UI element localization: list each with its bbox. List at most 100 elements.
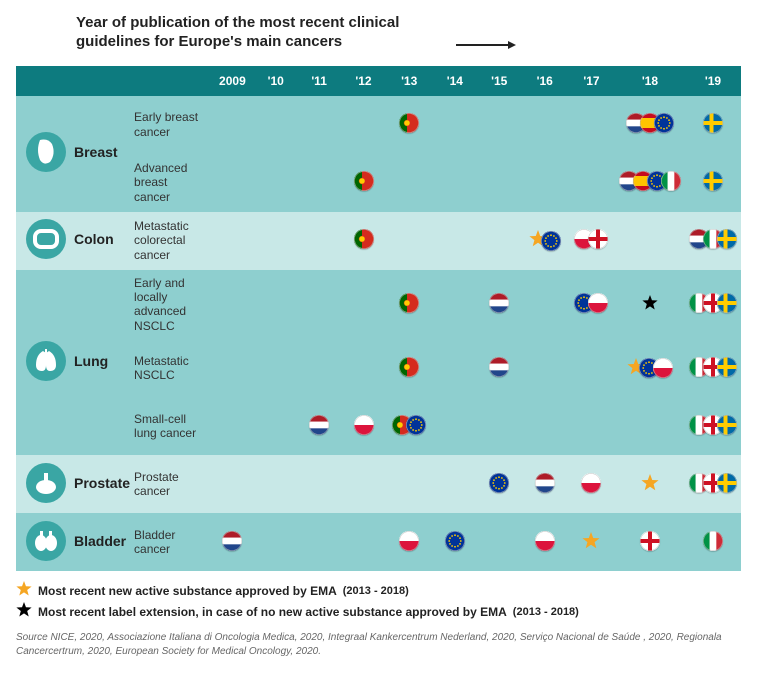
subcategory-cell: Prostate cancer	[134, 455, 210, 513]
year-header: '17	[568, 66, 615, 96]
year-cell	[685, 212, 741, 270]
year-cell	[386, 96, 433, 154]
year-cell	[433, 455, 477, 513]
year-cell	[615, 513, 685, 571]
year-cell	[386, 154, 433, 212]
category-label: Colon	[74, 231, 114, 247]
year-cell	[210, 339, 254, 397]
subcategory-cell: Small-cell lung cancer	[134, 397, 210, 455]
year-cell	[386, 339, 433, 397]
year-cell	[568, 455, 615, 513]
star-black-icon	[16, 602, 32, 621]
source-note: Source NICE, 2020, Associazione Italiana…	[16, 631, 741, 658]
year-header: '14	[433, 66, 477, 96]
year-header: '12	[341, 66, 385, 96]
year-cell	[615, 96, 685, 154]
year-cell	[297, 154, 341, 212]
year-cell	[341, 154, 385, 212]
year-cell	[341, 96, 385, 154]
category-cell: Colon	[16, 212, 134, 270]
year-cell	[615, 270, 685, 340]
year-cell	[255, 339, 297, 397]
year-cell	[521, 455, 568, 513]
subcategory-cell: Early and locally advanced NSCLC	[134, 270, 210, 340]
year-cell	[615, 397, 685, 455]
year-cell	[568, 270, 615, 340]
year-cell	[210, 212, 254, 270]
year-cell	[433, 339, 477, 397]
chart-title: Year of publication of the most recent c…	[76, 14, 456, 52]
year-cell	[210, 154, 254, 212]
year-cell	[255, 397, 297, 455]
year-cell	[255, 270, 297, 340]
year-cell	[297, 513, 341, 571]
year-cell	[521, 397, 568, 455]
legend-black-paren: (2013 - 2018)	[513, 606, 579, 618]
year-header: '10	[255, 66, 297, 96]
year-cell	[341, 339, 385, 397]
year-cell	[341, 513, 385, 571]
subcategory-cell: Early breast cancer	[134, 96, 210, 154]
year-header: '11	[297, 66, 341, 96]
year-cell	[341, 212, 385, 270]
legend: Most recent new active substance approve…	[16, 581, 741, 621]
year-cell	[297, 212, 341, 270]
year-cell	[477, 96, 521, 154]
year-cell	[521, 270, 568, 340]
year-cell	[477, 270, 521, 340]
year-cell	[255, 96, 297, 154]
year-cell	[433, 397, 477, 455]
legend-black-label: Most recent label extension, in case of …	[38, 605, 507, 619]
year-cell	[568, 397, 615, 455]
year-header: '15	[477, 66, 521, 96]
year-cell	[477, 513, 521, 571]
subcategory-cell: Metastatic colorectal cancer	[134, 212, 210, 270]
year-cell	[615, 339, 685, 397]
year-cell	[386, 455, 433, 513]
year-cell	[615, 212, 685, 270]
year-header: '19	[685, 66, 741, 96]
year-cell	[521, 96, 568, 154]
year-cell	[386, 397, 433, 455]
year-cell	[433, 513, 477, 571]
timeline-table: 2009'10'11'12'13'14'15'16'17'18'19 Breas…	[16, 66, 741, 572]
year-cell	[685, 397, 741, 455]
year-cell	[210, 397, 254, 455]
year-cell	[255, 455, 297, 513]
year-cell	[210, 455, 254, 513]
year-cell	[341, 397, 385, 455]
year-cell	[297, 270, 341, 340]
year-cell	[210, 270, 254, 340]
year-cell	[297, 96, 341, 154]
year-cell	[685, 270, 741, 340]
year-cell	[341, 455, 385, 513]
year-cell	[297, 397, 341, 455]
category-cell: Bladder	[16, 513, 134, 571]
year-cell	[433, 212, 477, 270]
category-label: Breast	[74, 144, 118, 160]
year-cell	[615, 455, 685, 513]
chart-title-text: Year of publication of the most recent c…	[76, 14, 399, 50]
year-cell	[386, 212, 433, 270]
star-gold-icon	[16, 581, 32, 600]
year-cell	[521, 339, 568, 397]
legend-gold-paren: (2013 - 2018)	[343, 585, 409, 597]
year-cell	[615, 154, 685, 212]
category-label: Prostate	[74, 475, 130, 491]
year-header: '13	[386, 66, 433, 96]
year-cell	[568, 96, 615, 154]
year-cell	[297, 339, 341, 397]
year-cell	[433, 154, 477, 212]
year-cell	[521, 212, 568, 270]
year-cell	[297, 455, 341, 513]
year-cell	[477, 339, 521, 397]
year-cell	[568, 154, 615, 212]
year-header: 2009	[210, 66, 254, 96]
subcategory-cell: Metastatic NSCLC	[134, 339, 210, 397]
year-cell	[477, 212, 521, 270]
year-cell	[477, 455, 521, 513]
year-cell	[255, 212, 297, 270]
year-cell	[685, 96, 741, 154]
year-header: '18	[615, 66, 685, 96]
year-cell	[433, 96, 477, 154]
